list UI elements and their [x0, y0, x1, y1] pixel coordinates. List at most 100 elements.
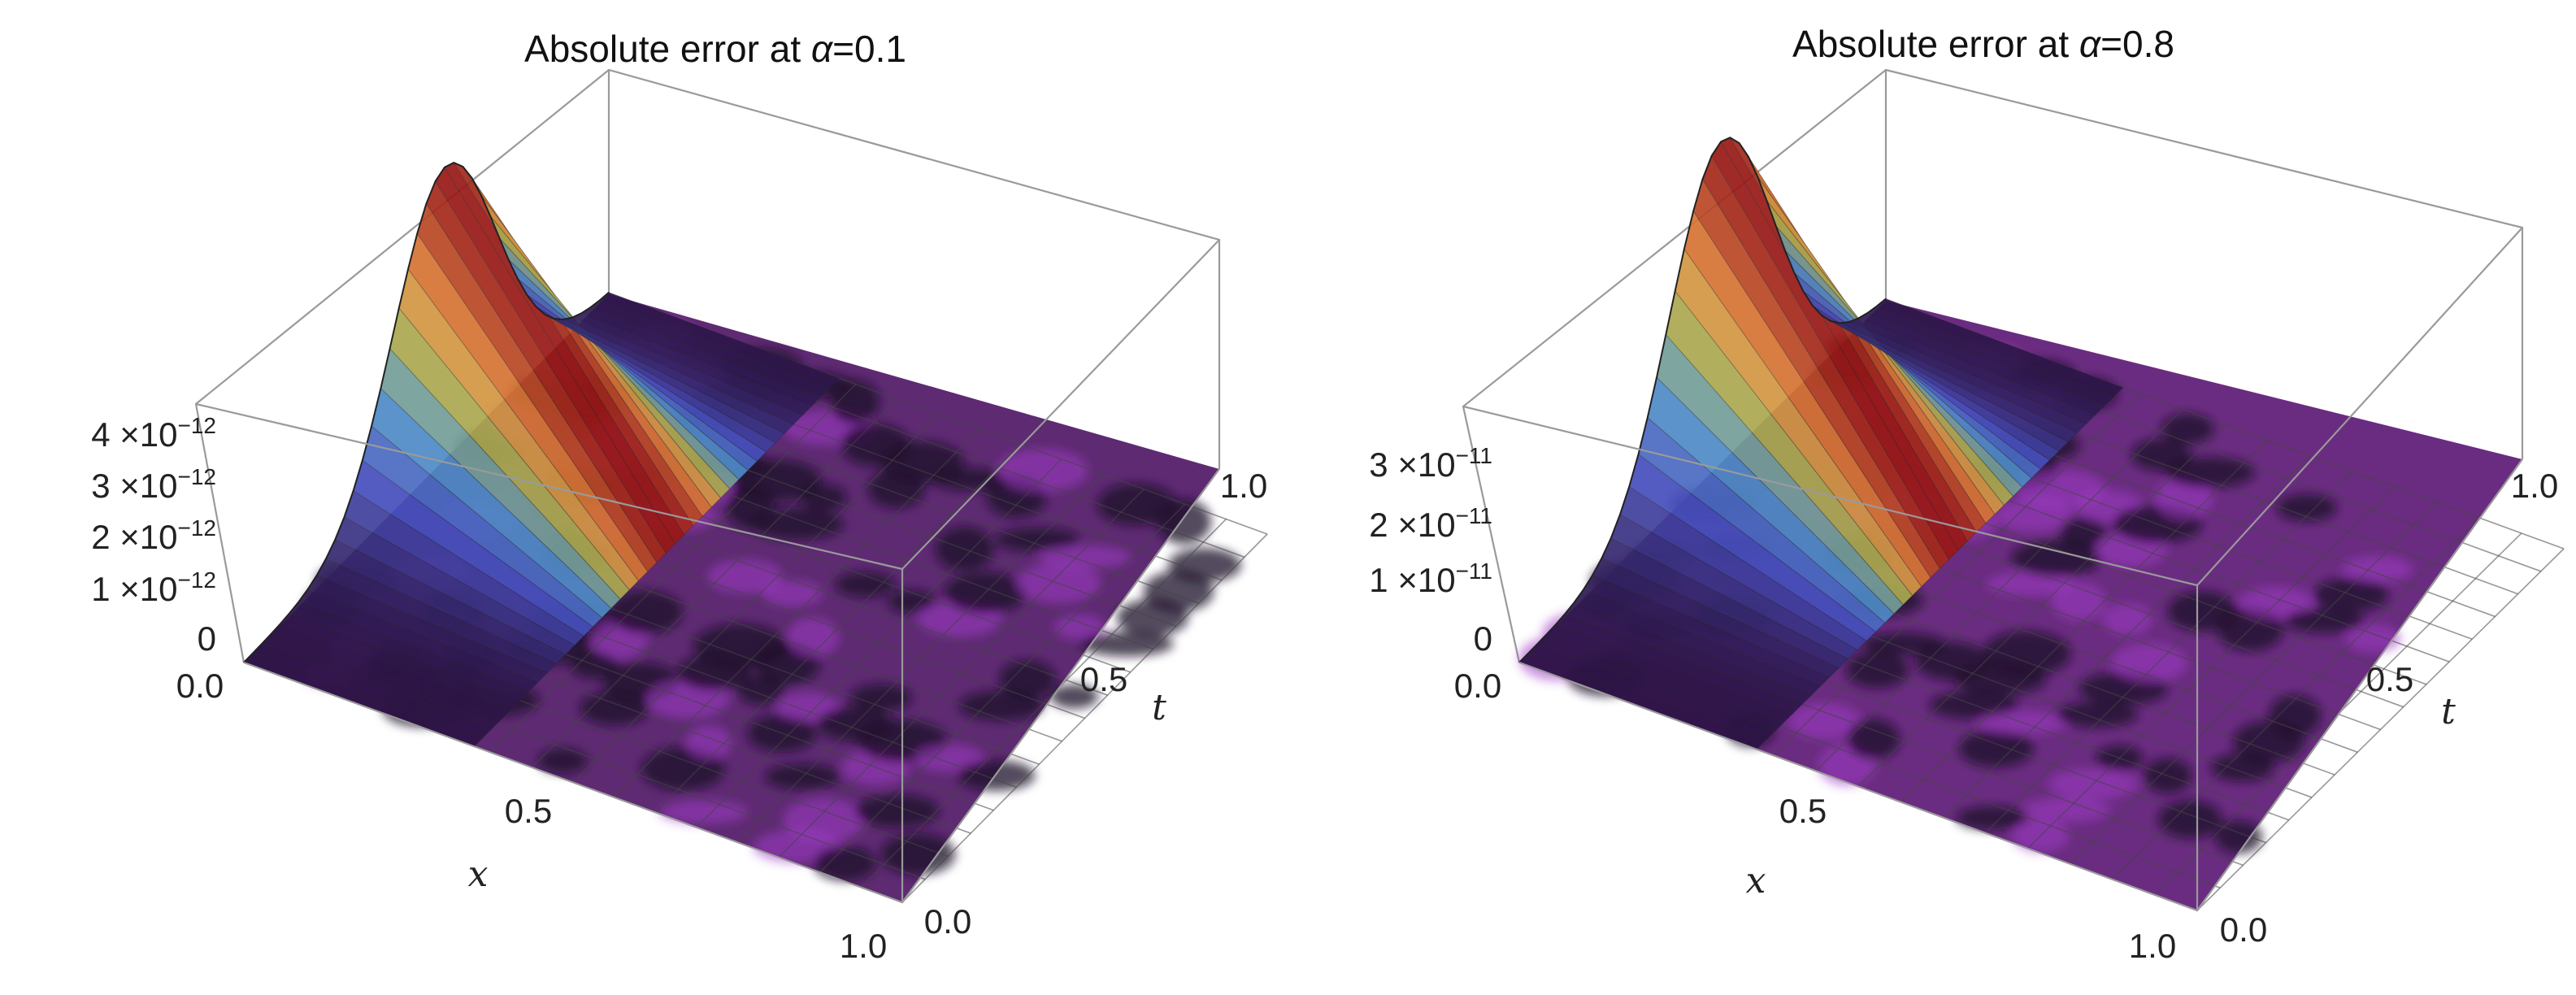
surface-patch	[1982, 630, 2071, 676]
panel-1-x-axis: 0.0 0.5 1.0 x	[176, 667, 887, 965]
surface-patch	[880, 833, 956, 876]
panel-1-x-label: x	[468, 854, 489, 895]
surface-patch	[1958, 729, 2034, 768]
surface-patch	[2268, 694, 2322, 738]
panel-2-z-tick-2: 2 ×10−11	[1369, 503, 1492, 544]
peak-ridge-line	[1518, 137, 1887, 663]
panel-1-x-tick-1: 1.0	[840, 927, 887, 965]
panel-1-box-top-right-edge	[901, 239, 1220, 570]
surface-patch	[997, 448, 1088, 493]
panel-1-box-top-front-edge	[195, 402, 903, 571]
panel-2-box-top-right-edge	[2196, 227, 2523, 586]
surface-patch	[1956, 806, 2029, 830]
surface-patch	[931, 467, 1008, 491]
panel-2-z-tick-0: 0	[1474, 619, 1492, 658]
panel-1-z-axis: 4 ×10−12 3 ×10−12 2 ×10−12 1 ×10−12 0	[91, 413, 216, 658]
panel-2: Absolute error at α=0.8 3 ×10−11 2 ×10−1…	[1369, 23, 2565, 965]
panel-2-z-axis: 3 ×10−11 2 ×10−11 1 ×10−11 0	[1369, 443, 1492, 658]
surface-patch	[888, 589, 937, 614]
surface-patch	[2157, 800, 2222, 839]
surface-patch	[1050, 684, 1099, 709]
panel-2-x-tick-0.5: 0.5	[1779, 792, 1827, 830]
surface-patch	[1156, 498, 1211, 545]
panel-1-plot-box	[194, 68, 1221, 663]
panel-2-t-tick-1: 1.0	[2511, 467, 2558, 505]
surface-patch	[538, 748, 588, 774]
panel-2-x-axis: 0.0 0.5 1.0 x	[1454, 667, 2176, 965]
mesh-line-x	[654, 443, 1021, 813]
surface-patch	[2056, 701, 2139, 728]
surface-patch	[2341, 556, 2413, 582]
mesh-line-x	[1942, 455, 2310, 819]
panel-2-z-tick-3: 3 ×10−11	[1369, 443, 1492, 484]
panel-2-x-tick-0: 0.0	[1454, 667, 1501, 705]
panel-1-x-tick-0: 0.0	[176, 667, 224, 705]
panel-1-box-front	[195, 239, 1220, 904]
mesh-line-x	[2026, 486, 2396, 849]
panel-2-t-axis: 0.0 0.5 1.0 t	[2220, 467, 2558, 949]
surface-patch	[1079, 631, 1174, 657]
mesh-line-x	[696, 458, 1062, 828]
panel-1-t-tick-0.5: 0.5	[1080, 660, 1127, 698]
panel-1-t-label: t	[1152, 687, 1166, 728]
surface-patch	[999, 660, 1056, 699]
mesh-line-x	[614, 428, 980, 798]
surface-patch	[2276, 493, 2337, 522]
surface-patch	[813, 845, 876, 881]
mesh-line-x	[1900, 439, 2268, 803]
panel-1-z-tick-4: 4 ×10−12	[91, 413, 216, 454]
mesh-line-x	[2112, 517, 2480, 880]
surface-patch	[2102, 603, 2152, 636]
panel-1-z-tick-1: 1 ×10−12	[91, 567, 216, 608]
mesh-line-x	[1984, 471, 2352, 834]
panel-2-t-tick-0.5: 0.5	[2366, 660, 2413, 698]
panel-2-t-label: t	[2441, 691, 2456, 732]
surface-patch	[1053, 614, 1106, 640]
surface-patch	[2010, 539, 2103, 577]
panel-1-z-tick-0: 0	[198, 619, 216, 658]
panel-1-x-tick-0.5: 0.5	[505, 792, 552, 830]
panel-2-title: Absolute error at α=0.8	[1792, 23, 2174, 65]
panel-1-surface	[243, 161, 1268, 903]
panel-2-box-front	[1462, 227, 2523, 912]
panel-2-surface	[1518, 137, 2565, 911]
panel-2-z-tick-1: 1 ×10−11	[1369, 558, 1492, 599]
panel-1-t-tick-0: 0.0	[924, 902, 971, 941]
surface-patch	[787, 617, 840, 658]
surface-patch	[854, 794, 940, 828]
surface-patch	[2051, 582, 2107, 621]
surface-patch	[1168, 548, 1241, 582]
panel-2-plot-box	[1462, 68, 2524, 663]
surface-patch	[762, 580, 823, 607]
mesh-line-x	[778, 489, 1145, 858]
mesh-line-x	[2070, 502, 2438, 865]
mesh-line-x	[2196, 548, 2565, 911]
panel-2-x-label: x	[1746, 860, 1766, 902]
peak-ridge-line	[243, 161, 610, 663]
mesh-line-x	[860, 518, 1227, 889]
panel-2-error-peak	[1518, 137, 2124, 750]
surface-patch	[2165, 457, 2255, 488]
surface-patch	[609, 590, 683, 634]
surface-patch	[1846, 718, 1901, 759]
panel-1: Absolute error at α=0.1 4 ×10−12 3 ×10−1…	[91, 28, 1268, 965]
surface-patch	[2284, 608, 2366, 633]
panel-1-t-tick-1: 1.0	[1220, 467, 1267, 505]
surface-patch	[1037, 545, 1132, 569]
panel-1-error-peak	[243, 161, 841, 747]
surface-patch	[914, 744, 984, 772]
panel-1-t-axis: 0.0 0.5 1.0 t	[924, 467, 1267, 941]
panel-2-x-tick-1: 1.0	[2129, 927, 2176, 965]
panel-2-box-top-front-edge	[1462, 405, 2198, 587]
panel-1-z-tick-3: 3 ×10−12	[91, 464, 216, 505]
surface-patch	[1788, 702, 1861, 740]
surface-patch	[782, 797, 866, 842]
mesh-line-x	[819, 503, 1186, 873]
surface-patch	[829, 380, 880, 424]
surface-patch	[2214, 820, 2263, 854]
panel-1-z-tick-2: 2 ×10−12	[91, 515, 216, 556]
surface-patch	[706, 559, 784, 594]
surface-patch	[835, 571, 896, 597]
surface-patch	[2161, 413, 2214, 445]
